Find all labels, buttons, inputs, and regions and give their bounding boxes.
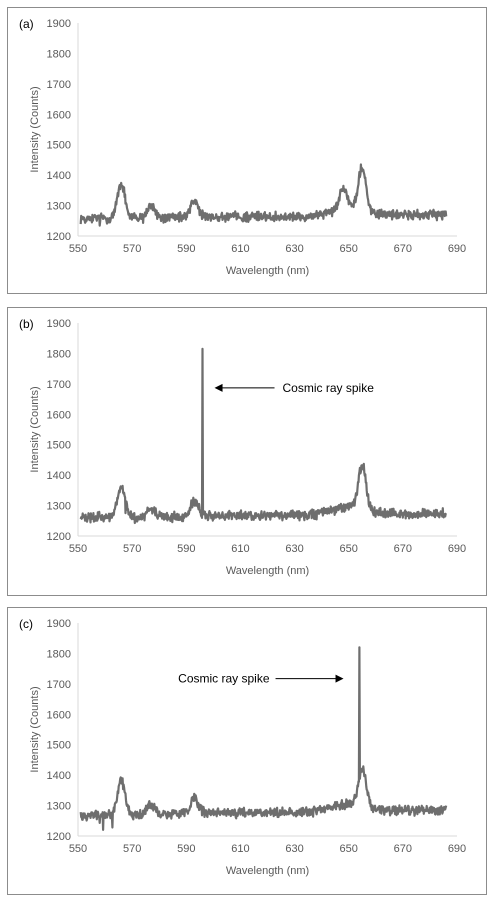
chart-b-spectrum-line — [79, 347, 448, 525]
chart-b-x-tick: 550 — [69, 543, 87, 555]
chart-b-x-tick: 610 — [231, 543, 249, 555]
chart-a-y-tick: 1200 — [47, 231, 71, 243]
chart-b-y-tick: 1700 — [47, 379, 71, 391]
chart-b-y-tick: 1900 — [47, 318, 71, 330]
chart-b-x-tick: 650 — [340, 543, 358, 555]
chart-a-x-tick: 650 — [340, 243, 358, 255]
chart-c-x-tick: 610 — [231, 843, 249, 855]
chart-a-y-tick: 1500 — [47, 140, 71, 152]
chart-a-y-tick: 1900 — [47, 18, 71, 30]
chart-c-y-tick: 1800 — [47, 648, 71, 660]
chart-b-arrow-head — [214, 383, 223, 392]
chart-a-y-tick: 1400 — [47, 170, 71, 182]
chart-b-x-tick: 690 — [448, 543, 466, 555]
chart-a-y-tick: 1700 — [47, 79, 71, 91]
chart-svg-c: 1200 1300 1400 1500 1600 1700 1800 1900 550 570 59… — [19, 617, 466, 877]
chart-c-y-tick: 1900 — [47, 618, 71, 630]
chart-a-x-tick: 570 — [123, 243, 141, 255]
chart-a-x-axis-title: Wavelength (nm) — [226, 265, 309, 277]
chart-c-x-tick: 570 — [123, 843, 141, 855]
chart-a-y-tick: 1600 — [47, 109, 71, 121]
chart-c-x-tick: 590 — [177, 843, 195, 855]
chart-svg-a: 1200 1300 1400 1500 1600 1700 1800 1900 550 570 59… — [19, 17, 466, 277]
chart-a-x-tick: 630 — [285, 243, 303, 255]
chart-a-y-tick: 1800 — [47, 48, 71, 60]
chart-a-x-tick: 610 — [231, 243, 249, 255]
chart-c-x-tick: 670 — [394, 843, 412, 855]
chart-b-panel-label: (b) — [19, 317, 34, 331]
chart-b-y-tick: 1600 — [47, 409, 71, 421]
chart-b-y-tick: 1400 — [47, 470, 71, 482]
chart-c-annotation-text: Cosmic ray spike — [178, 672, 270, 686]
chart-c-arrow-head — [335, 674, 344, 683]
chart-c-x-tick: 550 — [69, 843, 87, 855]
chart-a-y-axis-title: Intensity (Counts) — [29, 86, 41, 172]
chart-c-y-tick: 1700 — [47, 679, 71, 691]
chart-b-y-tick: 1300 — [47, 501, 71, 513]
chart-b-x-axis-title: Wavelength (nm) — [226, 565, 309, 577]
chart-c-spectrum-line — [79, 646, 448, 831]
chart-b-y-axis-title: Intensity (Counts) — [29, 386, 41, 472]
chart-c-y-tick: 1500 — [47, 740, 71, 752]
chart-panel-c: 1200 1300 1400 1500 1600 1700 1800 1900 550 570 59… — [7, 607, 487, 895]
chart-c-y-tick: 1300 — [47, 801, 71, 813]
chart-panel-a: 1200 1300 1400 1500 1600 1700 1800 1900 550 570 59… — [7, 7, 487, 294]
chart-b-annotation-text: Cosmic ray spike — [283, 381, 375, 395]
chart-b-y-tick: 1800 — [47, 348, 71, 360]
chart-a-x-tick: 550 — [69, 243, 87, 255]
chart-a-panel-label: (a) — [19, 17, 34, 31]
chart-a-spectrum-line — [79, 163, 448, 227]
chart-panel-b: 1200 1300 1400 1500 1600 1700 1800 1900 550 570 59… — [7, 307, 487, 596]
chart-c-y-tick: 1600 — [47, 709, 71, 721]
chart-a-y-tick: 1300 — [47, 201, 71, 213]
chart-a-x-tick: 590 — [177, 243, 195, 255]
chart-c-y-tick: 1400 — [47, 770, 71, 782]
chart-b-y-tick: 1500 — [47, 440, 71, 452]
chart-b-y-tick: 1200 — [47, 531, 71, 543]
chart-b-x-tick: 570 — [123, 543, 141, 555]
chart-c-y-tick: 1200 — [47, 831, 71, 843]
chart-c-y-axis-title: Intensity (Counts) — [29, 686, 41, 772]
chart-c-panel-label: (c) — [19, 617, 33, 631]
chart-svg-b: 1200 1300 1400 1500 1600 1700 1800 1900 550 570 59… — [19, 317, 466, 577]
chart-c-x-axis-title: Wavelength (nm) — [226, 865, 309, 877]
chart-c-x-tick: 650 — [340, 843, 358, 855]
chart-c-x-tick: 690 — [448, 843, 466, 855]
chart-a-x-tick: 690 — [448, 243, 466, 255]
chart-c-x-tick: 630 — [285, 843, 303, 855]
chart-b-x-tick: 630 — [285, 543, 303, 555]
chart-b-x-tick: 670 — [394, 543, 412, 555]
chart-a-x-tick: 670 — [394, 243, 412, 255]
chart-b-x-tick: 590 — [177, 543, 195, 555]
